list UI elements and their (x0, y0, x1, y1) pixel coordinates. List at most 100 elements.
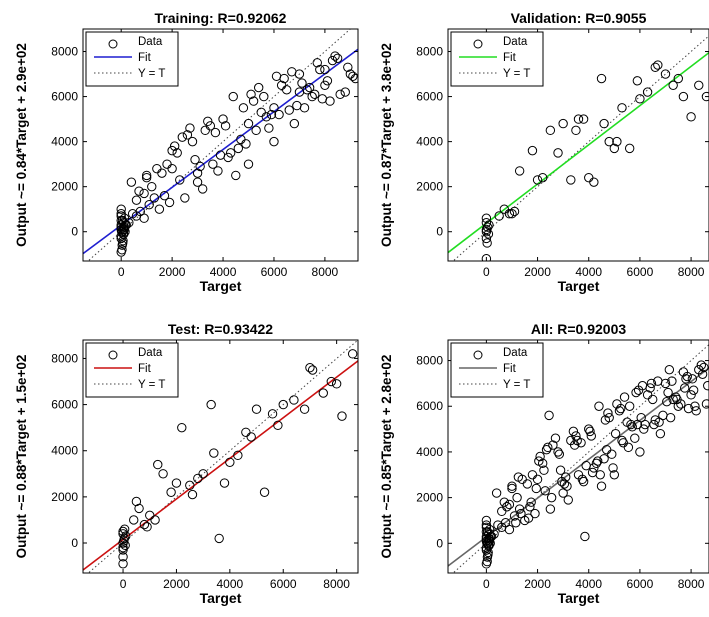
legend-entry: Y = T (138, 379, 165, 391)
data-point (642, 390, 653, 400)
y-tick-label: 8000 (416, 354, 443, 368)
data-point (516, 508, 526, 519)
data-point (681, 374, 691, 384)
y-tick-label: 2000 (51, 490, 78, 504)
data-point (584, 424, 594, 434)
y-tick-label: 0 (436, 225, 443, 239)
data-point (554, 449, 565, 459)
data-point (219, 478, 230, 488)
data-point (266, 109, 277, 120)
data-point (569, 440, 580, 450)
data-point (679, 383, 690, 393)
y-tick-label: 0 (436, 536, 443, 550)
data-point (540, 486, 550, 496)
data-point (541, 444, 552, 455)
data-point (205, 121, 216, 131)
data-point (118, 236, 128, 246)
data-point (688, 385, 699, 395)
data-point (694, 80, 704, 91)
x-tick-label: 0 (120, 577, 127, 591)
data-point (225, 148, 236, 158)
data-point (198, 469, 208, 479)
data-point (514, 166, 525, 176)
data-point (192, 177, 203, 187)
data-point (617, 103, 627, 113)
data-point (482, 238, 492, 248)
data-point (481, 522, 492, 533)
data-point (141, 172, 152, 183)
data-point (599, 118, 609, 129)
data-point (284, 105, 294, 115)
data-point (655, 428, 666, 439)
x-tick-label: 4000 (216, 577, 243, 591)
x-tick-label: 8000 (323, 577, 350, 591)
y-axis-label: Output ~= 0.88*Target + 1.5e+02 (14, 355, 29, 559)
data-point (662, 396, 672, 407)
data-point (214, 533, 224, 544)
data-point (678, 91, 689, 102)
data-point (187, 136, 198, 147)
validation-panel: 0 2000 4000 6000 8000 0 2000 4000 6000 8000 Valida… (379, 10, 709, 294)
data-point (653, 60, 663, 70)
data-point (624, 143, 635, 154)
y-tick-label: 6000 (51, 90, 78, 104)
data-point (633, 385, 644, 395)
data-point (671, 392, 681, 402)
data-point (546, 492, 557, 503)
data-point (139, 519, 150, 530)
data-point (299, 404, 310, 414)
y-axis-label: Output ~= 0.85*Target + 2.8e+02 (379, 355, 394, 559)
data-point (119, 218, 129, 228)
data-point (566, 175, 576, 185)
data-point (482, 222, 493, 232)
data-point (182, 130, 193, 140)
data-point (617, 435, 627, 446)
data-point (225, 457, 235, 467)
data-point (697, 369, 708, 379)
data-point (481, 213, 492, 223)
data-point (668, 394, 678, 405)
data-point (482, 527, 493, 537)
data-point (218, 114, 228, 124)
data-point (119, 536, 129, 546)
data-point (663, 387, 673, 398)
y-tick-label: 6000 (416, 90, 443, 104)
data-point (481, 233, 492, 244)
legend-box (450, 342, 544, 398)
data-point (118, 529, 128, 539)
data-point (604, 136, 614, 147)
y-tick-label: 8000 (416, 45, 443, 59)
legend-box (450, 31, 544, 87)
data-point (330, 51, 340, 61)
data-point (594, 401, 604, 411)
data-point (686, 112, 696, 122)
data-point (267, 409, 278, 419)
data-point (525, 502, 535, 512)
x-tick-label: 4000 (575, 265, 602, 279)
data-point (532, 474, 543, 485)
data-point (246, 89, 256, 100)
data-point (116, 231, 126, 241)
data-point (484, 540, 494, 551)
data-point (624, 401, 635, 411)
plot-frame (82, 28, 359, 262)
data-point (193, 473, 203, 484)
data-point (513, 472, 524, 482)
data-point (687, 374, 698, 384)
data-point (289, 395, 299, 405)
legend-entry: Fit (138, 52, 152, 64)
legend: Data Fit Y = T (85, 342, 179, 398)
data-point (190, 154, 200, 165)
data-point (577, 474, 588, 485)
data-point (116, 204, 126, 214)
data-point (145, 510, 155, 521)
x-axis-label: Target (558, 590, 600, 606)
data-point (312, 58, 322, 68)
data-point (153, 459, 163, 470)
x-axis-label: Target (200, 278, 242, 294)
x-tick-label: 6000 (627, 265, 654, 279)
legend-entry: Fit (138, 363, 152, 375)
data-point (276, 80, 287, 91)
